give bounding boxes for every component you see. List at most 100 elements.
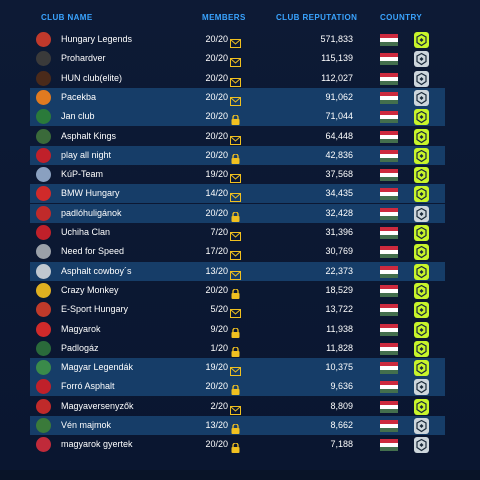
hungary-flag-icon	[380, 304, 398, 317]
lock-icon	[230, 286, 241, 299]
club-members: 20/20	[205, 149, 228, 160]
club-emblem-icon	[36, 244, 51, 260]
league-badge-icon	[414, 225, 429, 241]
hungary-flag-icon	[380, 169, 398, 182]
club-row[interactable]: Uchiha Clan 7/20 31,396	[30, 223, 445, 242]
club-reputation: 18,529	[325, 284, 353, 295]
league-badge-icon	[414, 32, 429, 48]
league-badge-icon	[414, 109, 429, 126]
league-badge-icon	[414, 186, 429, 203]
hungary-flag-icon	[380, 227, 398, 239]
league-badge-icon	[414, 418, 429, 434]
club-members: 20/20	[205, 34, 228, 44]
hungary-flag-icon	[380, 323, 398, 336]
mail-icon	[230, 228, 241, 241]
club-row[interactable]: Forró Asphalt 20/20 9,636	[30, 377, 445, 397]
club-row[interactable]: HUN club(elite) 20/20 112,027	[30, 69, 445, 88]
club-row[interactable]: Vén majmok 13/20 8,662	[30, 416, 445, 435]
club-members: 17/20	[205, 246, 228, 257]
club-emblem-icon	[36, 89, 51, 105]
column-header-club-name[interactable]: CLUB NAME	[41, 13, 93, 22]
club-members: 20/20	[205, 53, 228, 64]
lock-icon	[230, 151, 241, 164]
lock-icon	[230, 344, 241, 357]
club-row[interactable]: play all night 20/20 42,836	[30, 145, 445, 165]
club-reputation: 8,809	[330, 400, 353, 411]
club-row[interactable]: Hungary Legends 20/20 571,833	[30, 30, 445, 49]
mail-icon	[230, 93, 241, 106]
club-members: 19/20	[205, 169, 228, 180]
lock-icon	[230, 382, 241, 396]
mail-icon	[230, 247, 241, 261]
club-name: Prohardver	[61, 53, 106, 64]
column-header-club-reputation[interactable]: CLUB REPUTATION	[276, 13, 358, 22]
hungary-flag-icon	[380, 362, 398, 375]
club-reputation: 8,662	[330, 420, 353, 430]
column-header-country[interactable]: COUNTRY	[380, 13, 423, 22]
lock-icon	[230, 112, 241, 126]
club-emblem-icon	[36, 225, 51, 240]
club-name: Vén majmok	[61, 420, 112, 430]
club-members: 19/20	[205, 362, 228, 373]
club-emblem-icon	[36, 379, 51, 395]
club-emblem-icon	[36, 70, 51, 86]
club-emblem-icon	[36, 205, 51, 221]
club-emblem-icon	[36, 282, 51, 298]
club-name: Asphalt Kings	[61, 130, 117, 141]
hungary-flag-icon	[380, 91, 398, 104]
league-badge-icon	[414, 70, 429, 87]
club-row[interactable]: Magyaversenyzők 2/20 8,809	[30, 397, 445, 416]
club-row[interactable]: Asphalt cowboy´s 13/20 22,373	[30, 261, 445, 281]
club-reputation: 91,062	[325, 91, 353, 102]
column-header-members[interactable]: MEMBERS	[202, 13, 246, 22]
club-row[interactable]: Pacekba 20/20 91,062	[30, 87, 445, 107]
club-members: 2/20	[210, 400, 228, 411]
club-emblem-icon	[36, 147, 51, 163]
league-badge-icon	[414, 321, 429, 338]
club-reputation: 37,568	[325, 169, 353, 180]
club-name: Magyarok	[61, 323, 101, 334]
club-row[interactable]: Asphalt Kings 20/20 64,448	[30, 127, 445, 146]
club-members: 1/20	[210, 342, 228, 353]
mail-icon	[230, 170, 241, 184]
club-name: Crazy Monkey	[61, 284, 119, 295]
league-badge-icon	[414, 51, 429, 68]
club-name: magyarok gyertek	[61, 439, 133, 450]
club-row[interactable]: KúP-Team 19/20 37,568	[30, 165, 445, 184]
club-name: Magyar Legendák	[61, 362, 134, 373]
mail-icon	[230, 189, 241, 203]
club-members: 9/20	[210, 323, 228, 334]
club-name: Magyaversenyzők	[61, 400, 134, 411]
club-members: 5/20	[210, 304, 228, 315]
club-name: Forró Asphalt	[61, 381, 115, 392]
club-row[interactable]: Prohardver 20/20 115,139	[30, 49, 445, 68]
mail-icon	[230, 402, 241, 415]
club-reputation: 71,044	[325, 111, 353, 122]
hungary-flag-icon	[380, 420, 398, 432]
club-row[interactable]: E-Sport Hungary 5/20 13,722	[30, 300, 445, 319]
club-row[interactable]: Jan club 20/20 71,044	[30, 107, 445, 127]
club-emblem-icon	[36, 321, 51, 337]
league-badge-icon	[414, 437, 429, 454]
club-name: Padlogáz	[61, 342, 99, 353]
club-row[interactable]: Magyar Legendák 19/20 10,375	[30, 358, 445, 378]
club-emblem-icon	[36, 360, 51, 376]
club-reputation: 30,769	[325, 246, 353, 257]
club-row[interactable]: Crazy Monkey 20/20 18,529	[30, 281, 445, 300]
club-name: Asphalt cowboy´s	[61, 265, 132, 276]
hungary-flag-icon	[380, 34, 398, 46]
club-row[interactable]: magyarok gyertek 20/20 7,188	[30, 435, 445, 454]
club-row[interactable]: Need for Speed 17/20 30,769	[30, 242, 445, 261]
club-row[interactable]: Padlogáz 1/20 11,828	[30, 339, 445, 358]
club-reputation: 64,448	[325, 130, 353, 141]
club-reputation: 7,188	[330, 439, 353, 450]
club-row[interactable]: Magyarok 9/20 11,938	[30, 320, 445, 339]
hungary-flag-icon	[380, 439, 398, 452]
club-emblem-icon	[36, 167, 51, 183]
league-badge-icon	[414, 379, 429, 396]
club-row[interactable]: padlóhuligánok 20/20 32,428	[30, 203, 445, 223]
club-row[interactable]: BMW Hungary 14/20 34,435	[30, 184, 445, 204]
hungary-flag-icon	[380, 265, 398, 278]
club-members: 20/20	[205, 207, 228, 218]
club-reputation: 22,373	[325, 265, 353, 276]
